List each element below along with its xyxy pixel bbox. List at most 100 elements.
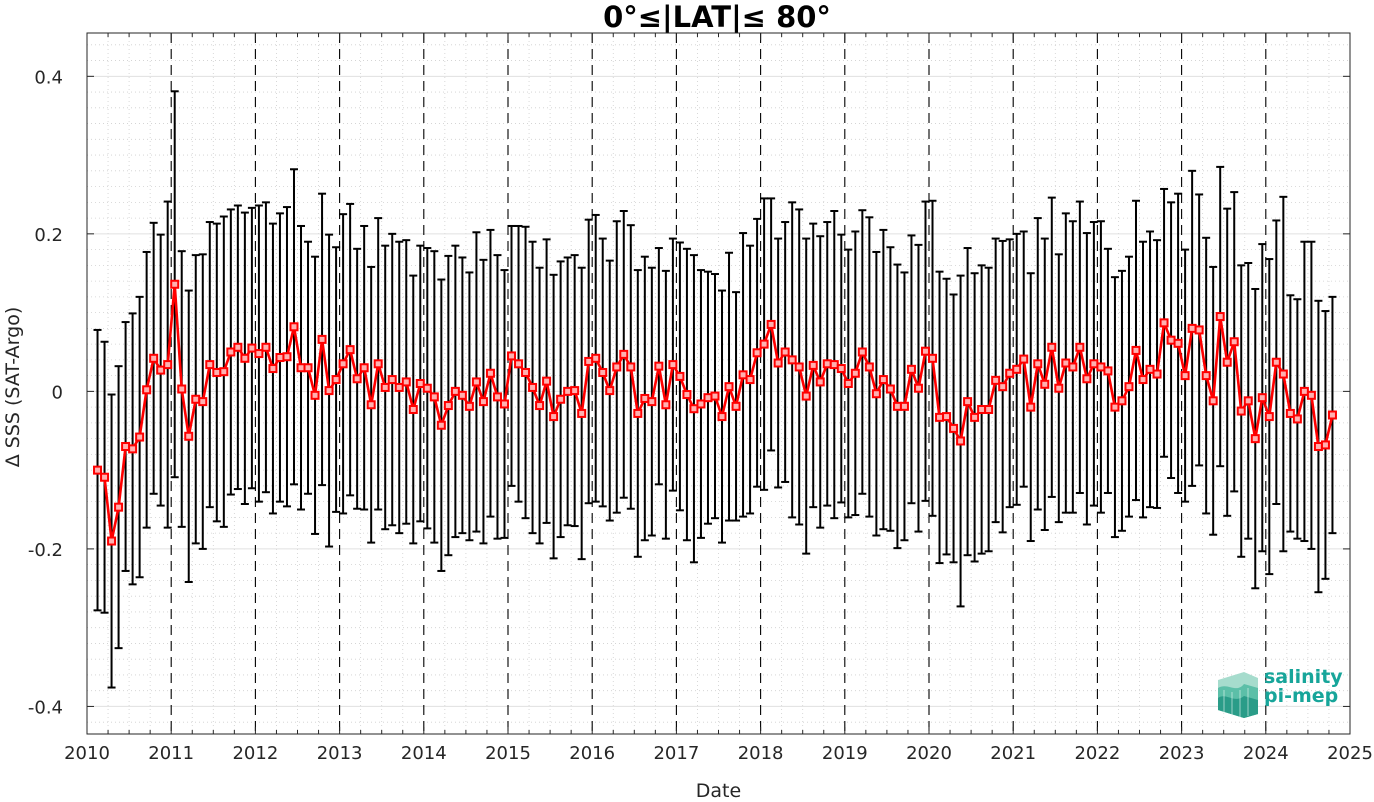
data-point — [878, 375, 888, 385]
data-point — [612, 362, 622, 372]
data-point — [114, 502, 124, 512]
y-tick-label: 0.2 — [34, 225, 63, 246]
data-point — [626, 362, 636, 372]
data-point — [970, 412, 980, 422]
data-point — [163, 360, 173, 370]
data-point — [436, 420, 446, 430]
data-point — [1110, 402, 1120, 412]
data-point — [1075, 342, 1085, 352]
x-tick-label: 2010 — [64, 743, 110, 764]
data-point — [457, 390, 467, 400]
data-point — [696, 399, 706, 409]
data-point — [633, 408, 643, 418]
data-point — [156, 365, 166, 375]
data-point — [198, 397, 208, 407]
data-point — [128, 444, 138, 454]
data-point — [864, 362, 874, 372]
x-tick-label: 2024 — [1243, 743, 1289, 764]
x-tick-label: 2020 — [906, 743, 952, 764]
data-point — [1068, 362, 1078, 372]
data-point — [296, 363, 306, 373]
y-tick-label: 0 — [52, 382, 63, 403]
data-point — [1229, 337, 1239, 347]
data-point — [942, 412, 952, 422]
data-point — [226, 347, 236, 357]
data-point — [1194, 325, 1204, 335]
data-point — [549, 412, 559, 422]
data-point — [401, 377, 411, 387]
data-point — [605, 386, 615, 396]
data-point — [682, 390, 692, 400]
data-point — [507, 351, 517, 361]
data-point — [956, 436, 966, 446]
data-point — [345, 345, 355, 355]
data-point — [317, 334, 327, 344]
data-point — [310, 390, 320, 400]
data-point — [591, 353, 601, 363]
data-point — [289, 322, 299, 332]
x-tick-label: 2012 — [232, 743, 278, 764]
data-point — [1082, 374, 1092, 384]
data-point — [380, 382, 390, 392]
data-point — [738, 370, 748, 380]
data-point — [1159, 318, 1169, 328]
data-point — [913, 383, 923, 393]
data-point — [514, 359, 524, 369]
data-point — [1012, 364, 1022, 374]
data-point — [780, 347, 790, 357]
data-point — [528, 382, 538, 392]
data-point — [717, 412, 727, 422]
data-point — [1278, 369, 1288, 379]
data-point — [1040, 379, 1050, 389]
x-tick-label: 2025 — [1327, 743, 1373, 764]
data-point — [977, 404, 987, 414]
data-point — [843, 379, 853, 388]
data-point — [899, 401, 909, 411]
logo-text-line2: pi-mep — [1264, 685, 1339, 707]
salinity-pimep-logo: salinity pi-mep — [1214, 668, 1344, 718]
x-tick-label: 2021 — [990, 743, 1036, 764]
data-point — [1152, 369, 1162, 379]
data-point — [219, 367, 229, 377]
data-point — [1061, 358, 1071, 368]
data-point — [177, 384, 187, 394]
wave-logo-icon — [1218, 672, 1258, 718]
data-point — [570, 386, 580, 396]
data-point — [998, 382, 1008, 392]
data-point — [303, 363, 313, 373]
data-point — [394, 382, 404, 392]
data-point — [1166, 335, 1176, 345]
data-point — [963, 397, 973, 407]
data-point — [836, 364, 846, 374]
data-point — [415, 379, 425, 388]
data-point — [1103, 366, 1113, 376]
y-tick-label: 0.4 — [34, 67, 63, 88]
data-point — [584, 356, 594, 366]
x-tick-label: 2011 — [148, 743, 194, 764]
data-point — [1187, 323, 1197, 333]
data-point — [366, 400, 376, 410]
data-point — [787, 355, 797, 365]
data-point — [808, 360, 818, 370]
data-point — [100, 472, 110, 482]
data-point — [149, 353, 159, 363]
data-point — [478, 397, 488, 407]
x-tick-label: 2015 — [485, 743, 531, 764]
data-point — [949, 423, 959, 433]
data-point — [359, 363, 369, 373]
data-point — [408, 404, 418, 414]
chart-title: 0°≤|LAT|≤ 80° — [603, 0, 831, 34]
data-point — [850, 368, 860, 378]
data-point — [857, 347, 867, 357]
data-point — [233, 342, 243, 352]
data-point — [254, 349, 264, 359]
data-point — [521, 367, 531, 377]
data-point — [1019, 354, 1029, 364]
data-point — [1124, 382, 1134, 392]
data-point — [1173, 338, 1183, 348]
data-point — [324, 386, 334, 396]
data-point — [135, 432, 145, 442]
plot-area — [87, 33, 1350, 734]
data-point — [1026, 402, 1036, 412]
data-point — [1005, 368, 1015, 378]
